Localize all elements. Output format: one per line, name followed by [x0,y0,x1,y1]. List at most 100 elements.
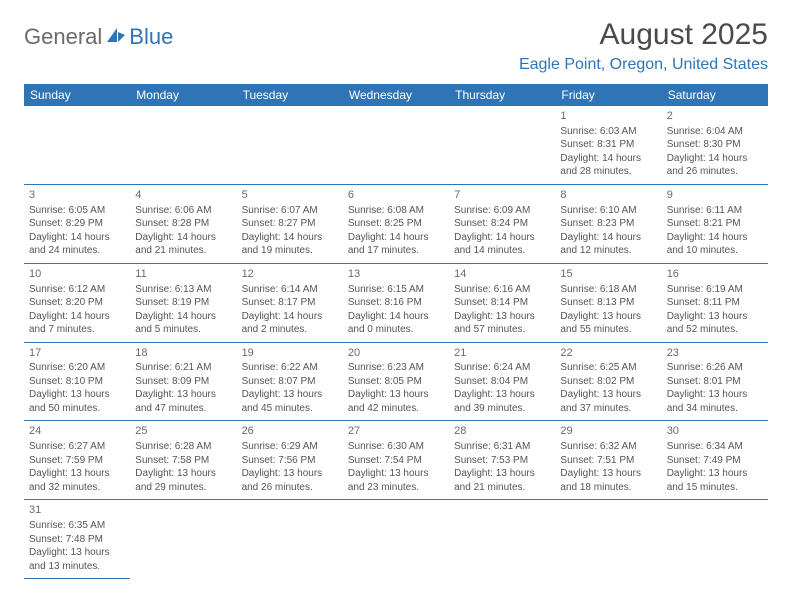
day-cell: 23Sunrise: 6:26 AMSunset: 8:01 PMDayligh… [662,342,768,421]
daylight-line: Daylight: 14 hours [135,310,231,324]
daylight-line: Daylight: 13 hours [29,467,125,481]
daylight-line-2: and 13 minutes. [29,560,125,574]
daylight-line-2: and 39 minutes. [454,402,550,416]
daylight-line-2: and 21 minutes. [454,481,550,495]
day-number: 9 [667,188,763,203]
day-number: 25 [135,424,231,439]
sunrise-line: Sunrise: 6:10 AM [560,204,656,218]
sail-icon [105,26,127,44]
sunrise-line: Sunrise: 6:32 AM [560,440,656,454]
day-number: 2 [667,109,763,124]
day-cell: 17Sunrise: 6:20 AMSunset: 8:10 PMDayligh… [24,342,130,421]
daylight-line-2: and 42 minutes. [348,402,444,416]
sunset-line: Sunset: 8:09 PM [135,375,231,389]
sunrise-line: Sunrise: 6:12 AM [29,283,125,297]
daylight-line-2: and 18 minutes. [560,481,656,495]
day-number: 20 [348,346,444,361]
sunset-line: Sunset: 8:11 PM [667,296,763,310]
day-cell: 2Sunrise: 6:04 AMSunset: 8:30 PMDaylight… [662,106,768,184]
month-title: August 2025 [519,18,768,52]
sunrise-line: Sunrise: 6:05 AM [29,204,125,218]
sunrise-line: Sunrise: 6:08 AM [348,204,444,218]
weekday-header: Friday [555,84,661,106]
daylight-line: Daylight: 13 hours [135,467,231,481]
calendar-row: 10Sunrise: 6:12 AMSunset: 8:20 PMDayligh… [24,263,768,342]
day-number: 22 [560,346,656,361]
daylight-line: Daylight: 13 hours [29,388,125,402]
brand-text-2: Blue [129,24,173,50]
sunrise-line: Sunrise: 6:27 AM [29,440,125,454]
daylight-line-2: and 12 minutes. [560,244,656,258]
sunrise-line: Sunrise: 6:13 AM [135,283,231,297]
sunrise-line: Sunrise: 6:35 AM [29,519,125,533]
day-cell: 31Sunrise: 6:35 AMSunset: 7:48 PMDayligh… [24,500,130,579]
day-number: 31 [29,503,125,518]
daylight-line-2: and 28 minutes. [560,165,656,179]
day-number: 8 [560,188,656,203]
day-cell: 27Sunrise: 6:30 AMSunset: 7:54 PMDayligh… [343,421,449,500]
day-cell: 18Sunrise: 6:21 AMSunset: 8:09 PMDayligh… [130,342,236,421]
day-number: 27 [348,424,444,439]
weekday-header: Monday [130,84,236,106]
daylight-line-2: and 19 minutes. [242,244,338,258]
sunset-line: Sunset: 7:51 PM [560,454,656,468]
daylight-line-2: and 55 minutes. [560,323,656,337]
day-number: 16 [667,267,763,282]
daylight-line: Daylight: 14 hours [29,310,125,324]
daylight-line: Daylight: 13 hours [667,310,763,324]
sunrise-line: Sunrise: 6:20 AM [29,361,125,375]
sunrise-line: Sunrise: 6:26 AM [667,361,763,375]
daylight-line: Daylight: 13 hours [454,467,550,481]
sunset-line: Sunset: 7:48 PM [29,533,125,547]
sunrise-line: Sunrise: 6:11 AM [667,204,763,218]
day-number: 7 [454,188,550,203]
daylight-line: Daylight: 13 hours [560,310,656,324]
sunrise-line: Sunrise: 6:29 AM [242,440,338,454]
daylight-line: Daylight: 14 hours [454,231,550,245]
day-cell: 11Sunrise: 6:13 AMSunset: 8:19 PMDayligh… [130,263,236,342]
day-number: 4 [135,188,231,203]
day-cell: 7Sunrise: 6:09 AMSunset: 8:24 PMDaylight… [449,184,555,263]
sunset-line: Sunset: 8:16 PM [348,296,444,310]
daylight-line-2: and 24 minutes. [29,244,125,258]
day-number: 30 [667,424,763,439]
calendar-table: SundayMondayTuesdayWednesdayThursdayFrid… [24,84,768,579]
sunrise-line: Sunrise: 6:06 AM [135,204,231,218]
sunset-line: Sunset: 7:58 PM [135,454,231,468]
sunset-line: Sunset: 8:23 PM [560,217,656,231]
daylight-line-2: and 21 minutes. [135,244,231,258]
daylight-line: Daylight: 14 hours [135,231,231,245]
daylight-line: Daylight: 14 hours [667,152,763,166]
daylight-line: Daylight: 14 hours [560,231,656,245]
daylight-line: Daylight: 13 hours [242,467,338,481]
daylight-line: Daylight: 14 hours [348,310,444,324]
empty-cell [662,500,768,579]
daylight-line: Daylight: 14 hours [242,231,338,245]
sunset-line: Sunset: 8:13 PM [560,296,656,310]
day-cell: 12Sunrise: 6:14 AMSunset: 8:17 PMDayligh… [237,263,343,342]
sunrise-line: Sunrise: 6:03 AM [560,125,656,139]
day-number: 1 [560,109,656,124]
day-number: 15 [560,267,656,282]
day-cell: 14Sunrise: 6:16 AMSunset: 8:14 PMDayligh… [449,263,555,342]
daylight-line-2: and 5 minutes. [135,323,231,337]
day-cell: 16Sunrise: 6:19 AMSunset: 8:11 PMDayligh… [662,263,768,342]
daylight-line-2: and 50 minutes. [29,402,125,416]
daylight-line-2: and 34 minutes. [667,402,763,416]
daylight-line-2: and 17 minutes. [348,244,444,258]
day-cell: 8Sunrise: 6:10 AMSunset: 8:23 PMDaylight… [555,184,661,263]
day-number: 10 [29,267,125,282]
day-cell: 1Sunrise: 6:03 AMSunset: 8:31 PMDaylight… [555,106,661,184]
daylight-line-2: and 52 minutes. [667,323,763,337]
day-number: 6 [348,188,444,203]
sunset-line: Sunset: 8:10 PM [29,375,125,389]
sunrise-line: Sunrise: 6:28 AM [135,440,231,454]
empty-cell [343,106,449,184]
sunset-line: Sunset: 7:59 PM [29,454,125,468]
daylight-line: Daylight: 14 hours [560,152,656,166]
sunrise-line: Sunrise: 6:16 AM [454,283,550,297]
sunset-line: Sunset: 8:02 PM [560,375,656,389]
day-cell: 29Sunrise: 6:32 AMSunset: 7:51 PMDayligh… [555,421,661,500]
day-cell: 5Sunrise: 6:07 AMSunset: 8:27 PMDaylight… [237,184,343,263]
empty-cell [449,106,555,184]
